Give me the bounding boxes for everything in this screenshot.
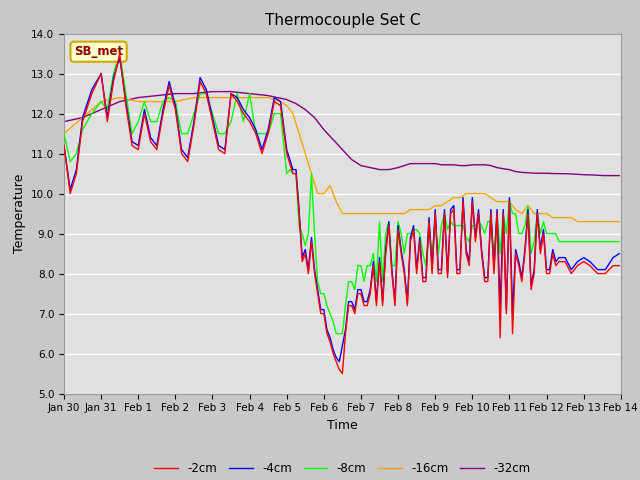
-8cm [60, 131, 68, 136]
-16cm [588, 219, 595, 225]
-16cm [305, 161, 312, 167]
-8cm [332, 331, 340, 336]
-8cm [246, 91, 253, 96]
-2cm [246, 119, 253, 124]
-16cm [246, 95, 253, 100]
-2cm [255, 141, 263, 146]
-32cm [227, 89, 235, 95]
-2cm [339, 371, 346, 376]
-32cm [598, 173, 606, 179]
-8cm [116, 51, 124, 57]
-2cm [227, 91, 235, 96]
X-axis label: Time: Time [327, 419, 358, 432]
-16cm [130, 98, 138, 104]
Line: -32cm: -32cm [64, 92, 620, 176]
-32cm [255, 92, 263, 97]
-4cm [588, 260, 595, 266]
-32cm [586, 172, 594, 178]
-2cm [130, 144, 138, 149]
-16cm [227, 95, 235, 100]
-4cm [246, 115, 253, 120]
-8cm [255, 131, 263, 136]
-32cm [305, 109, 312, 115]
-2cm [305, 271, 312, 276]
-4cm [255, 137, 263, 143]
-4cm [116, 55, 124, 60]
-8cm [616, 239, 623, 244]
-16cm [573, 219, 581, 225]
-32cm [60, 119, 68, 124]
-2cm [616, 263, 623, 268]
-2cm [588, 264, 595, 270]
-16cm [60, 131, 68, 136]
Title: Thermocouple Set C: Thermocouple Set C [265, 13, 420, 28]
-8cm [227, 119, 235, 124]
-4cm [616, 251, 623, 256]
Line: -8cm: -8cm [64, 54, 620, 334]
-4cm [60, 143, 68, 148]
-4cm [227, 91, 235, 96]
-32cm [616, 173, 623, 179]
-16cm [616, 219, 623, 225]
-32cm [128, 96, 136, 102]
Line: -2cm: -2cm [64, 54, 620, 373]
-4cm [305, 267, 312, 273]
-8cm [130, 128, 138, 133]
Text: SB_met: SB_met [74, 45, 123, 58]
-8cm [588, 239, 595, 244]
-32cm [209, 89, 216, 95]
-16cm [255, 95, 263, 100]
-16cm [116, 95, 124, 100]
Legend: -2cm, -4cm, -8cm, -16cm, -32cm: -2cm, -4cm, -8cm, -16cm, -32cm [150, 457, 535, 480]
Line: -16cm: -16cm [64, 97, 620, 222]
-32cm [246, 91, 253, 96]
-4cm [130, 140, 138, 145]
Line: -4cm: -4cm [64, 58, 620, 361]
Y-axis label: Temperature: Temperature [13, 174, 26, 253]
-8cm [305, 231, 312, 237]
-4cm [335, 359, 343, 364]
-2cm [60, 143, 68, 148]
-2cm [116, 51, 124, 57]
